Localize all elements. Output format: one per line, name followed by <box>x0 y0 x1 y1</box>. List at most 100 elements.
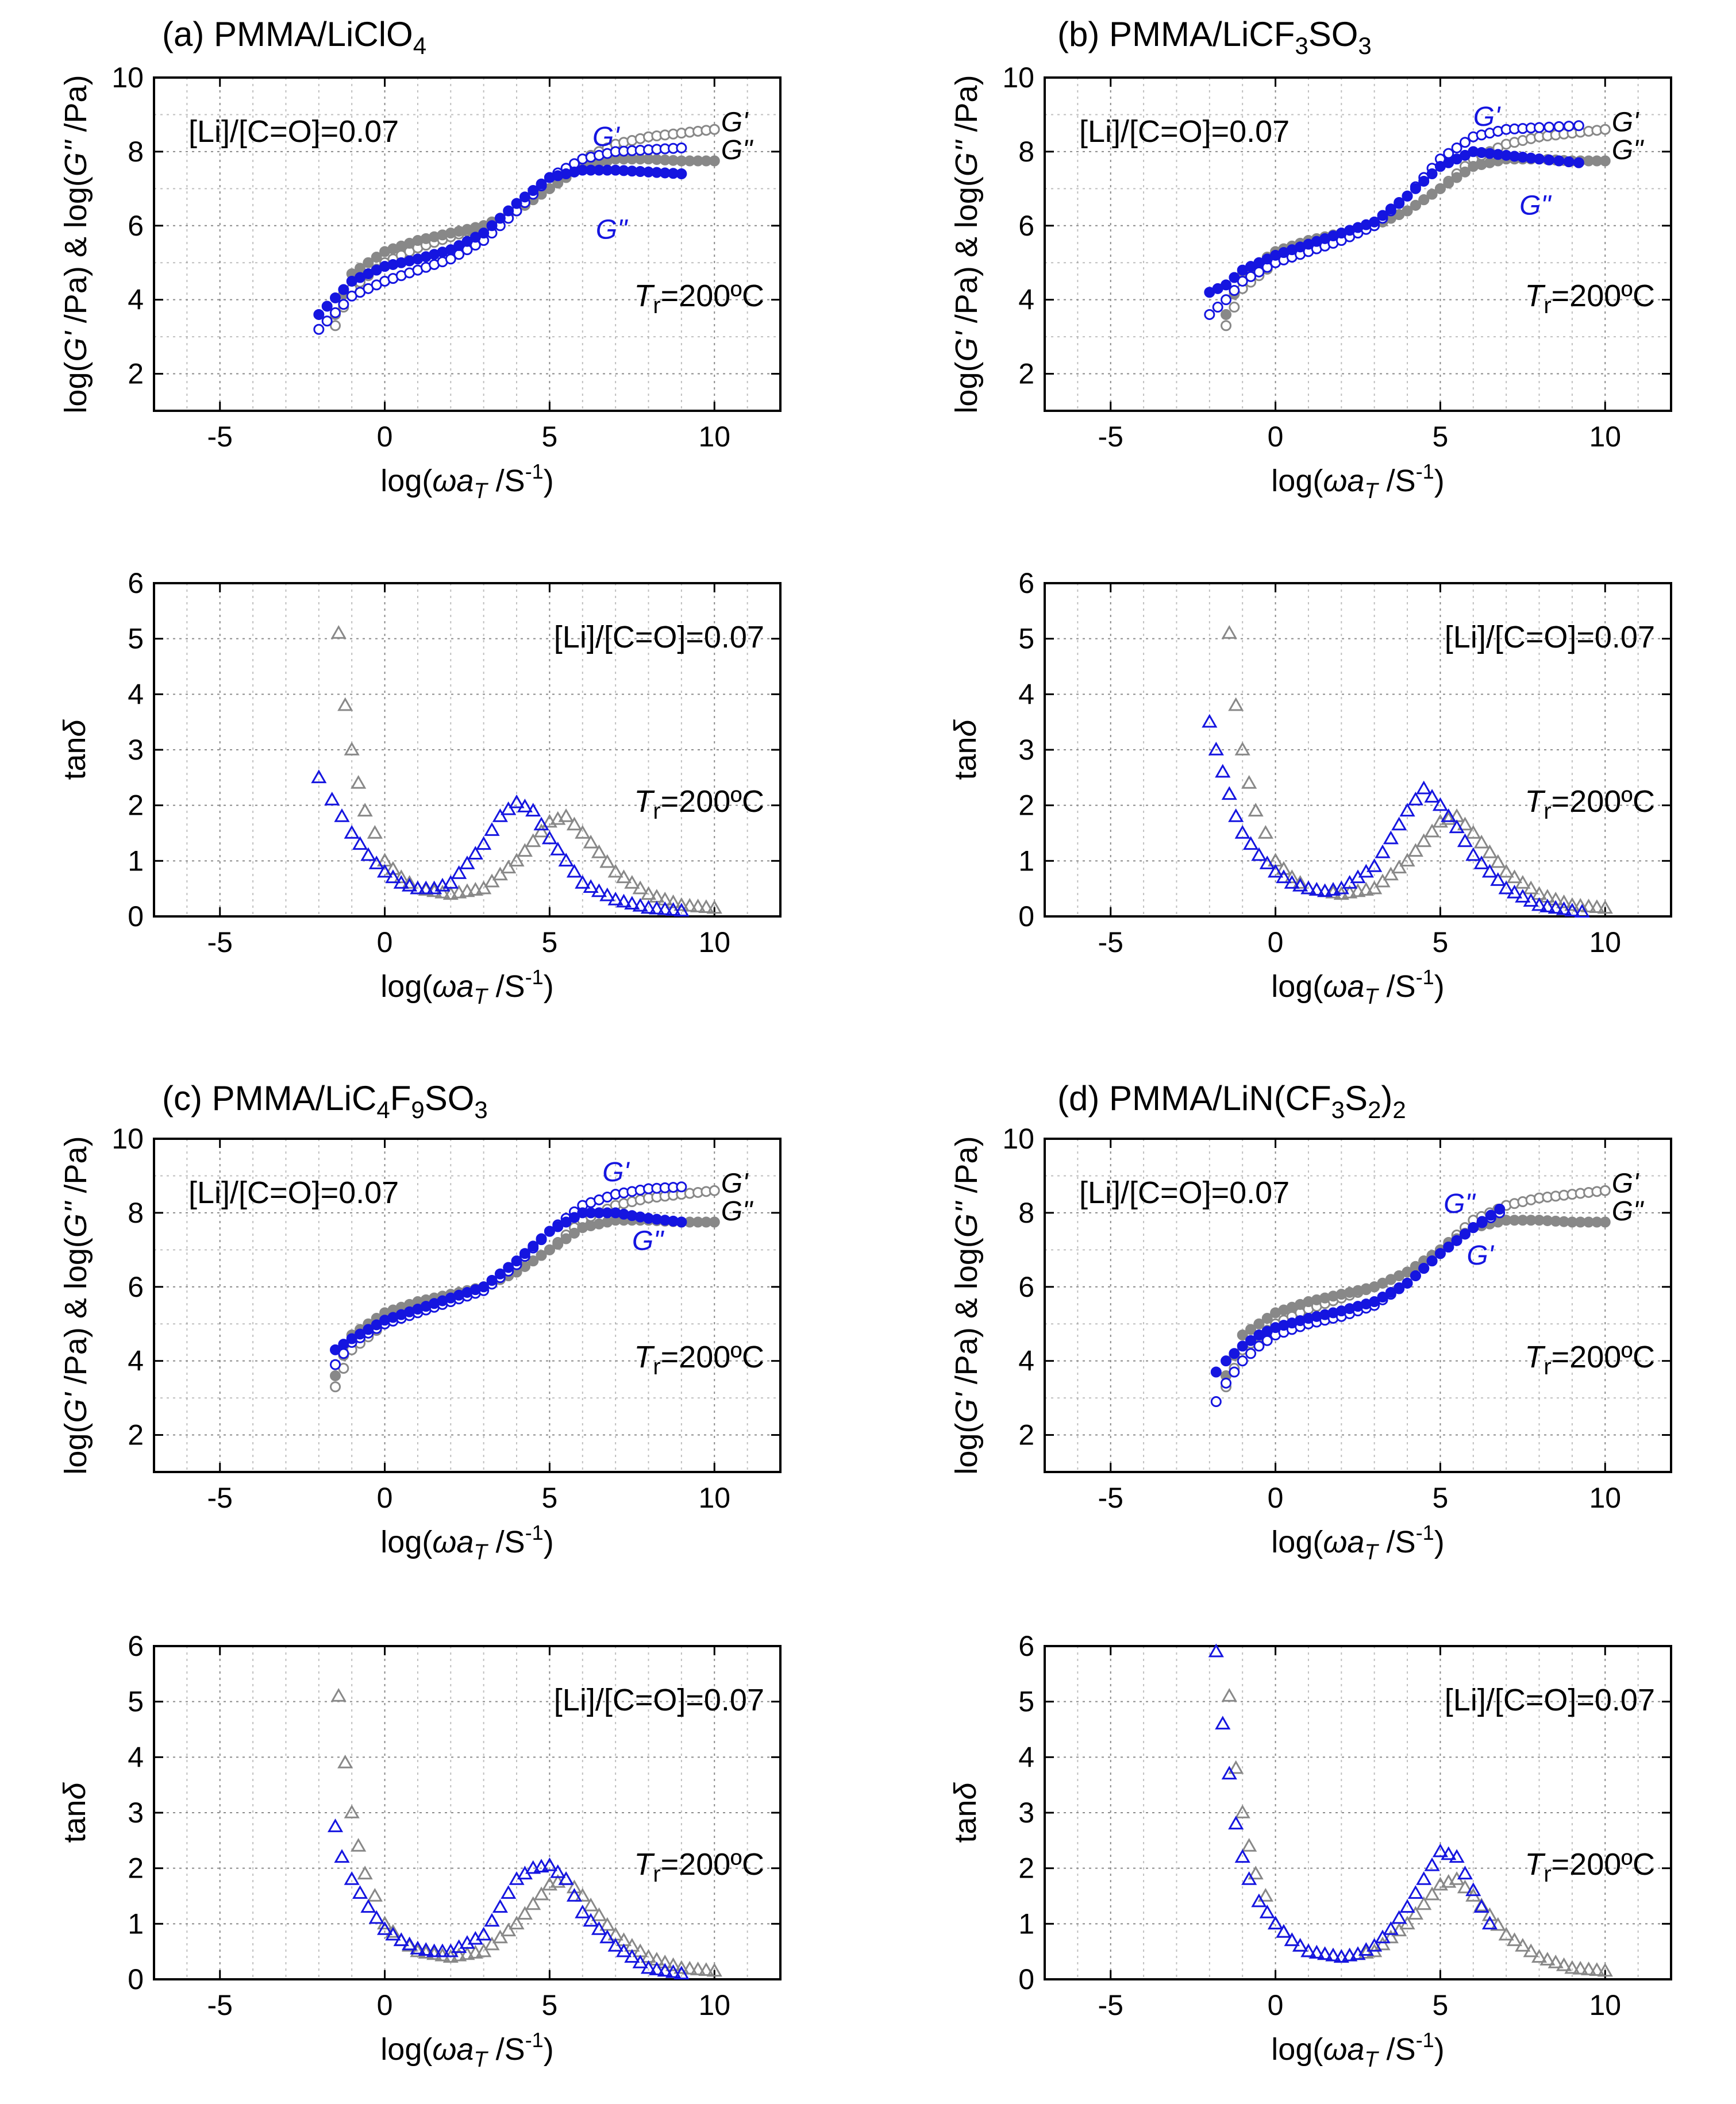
curve-label: G" <box>1612 1196 1644 1227</box>
data-point <box>1251 1893 1267 1908</box>
data-point <box>1221 294 1232 306</box>
data-point <box>1241 774 1257 789</box>
y-tick-label: 10 <box>111 1123 144 1155</box>
data-point <box>1441 808 1457 822</box>
data-point <box>492 1929 508 1944</box>
x-axis-label: log(ωaT /S-1) <box>1271 1521 1444 1564</box>
x-axis-label: log(ωaT /S-1) <box>380 460 553 503</box>
data-point <box>434 1943 451 1957</box>
curve-label: G' <box>592 122 620 152</box>
x-tick-label: 10 <box>698 926 730 958</box>
y-tick-label: 2 <box>1018 1419 1034 1451</box>
data-point <box>1221 1687 1237 1702</box>
data-point <box>1300 880 1317 895</box>
data-point <box>1234 824 1250 839</box>
data-point <box>1229 1366 1240 1378</box>
ratio-annotation: [Li]/[C=O]=0.07 <box>188 114 399 149</box>
data-point <box>1245 1335 1257 1346</box>
data-point <box>676 1216 687 1228</box>
y-tick-label: 1 <box>128 1908 144 1940</box>
data-point <box>327 1818 344 1832</box>
x-axis-label: log(ωaT /S-1) <box>380 1521 553 1564</box>
data-point <box>558 1871 574 1885</box>
data-point <box>1494 1203 1506 1215</box>
data-point <box>1221 309 1232 320</box>
data-point <box>665 894 682 908</box>
data-point <box>1221 320 1232 332</box>
data-point <box>1515 874 1531 889</box>
data-point <box>1284 874 1300 889</box>
y-tick-label: 1 <box>1018 1908 1034 1940</box>
series-tan- <box>1208 1643 1498 1963</box>
data-point <box>1416 780 1432 795</box>
data-point <box>376 1921 393 1935</box>
data-point <box>1208 741 1224 756</box>
y-tick-label: 8 <box>1018 1197 1034 1229</box>
data-point <box>1548 900 1564 914</box>
data-point <box>337 1754 353 1768</box>
x-tick-label: -5 <box>1098 1482 1123 1514</box>
data-point <box>1367 858 1383 872</box>
y-tick-label: 2 <box>128 789 144 822</box>
data-point <box>517 843 533 857</box>
data-point <box>330 625 347 639</box>
data-point <box>1485 1209 1496 1221</box>
data-point <box>1424 1857 1440 1871</box>
y-tick-label: 4 <box>128 678 144 710</box>
data-point <box>1276 869 1292 884</box>
data-point <box>517 1906 533 1920</box>
data-point <box>509 853 525 867</box>
data-point <box>583 1897 599 1912</box>
x-tick-label: 5 <box>542 1989 558 2021</box>
data-point <box>321 315 333 327</box>
data-point <box>1407 791 1423 806</box>
data-point <box>1259 1904 1275 1918</box>
data-point <box>1572 897 1588 912</box>
data-point <box>525 1896 541 1910</box>
data-point <box>1515 1937 1531 1952</box>
data-point <box>1234 741 1250 756</box>
data-point <box>492 808 508 822</box>
data-point <box>1434 1248 1446 1259</box>
data-point <box>1202 714 1218 728</box>
x-tick-label: 10 <box>1589 421 1621 453</box>
data-point <box>528 185 539 196</box>
x-axis-label: log(ωaT /S-1) <box>380 965 553 1009</box>
data-point <box>1473 1899 1489 1913</box>
data-point <box>511 1255 522 1267</box>
data-point <box>1292 877 1308 892</box>
data-point <box>640 1960 657 1974</box>
y-axis-label: log(G' /Pa) & log(G'' /Pa) <box>59 1136 93 1474</box>
data-point <box>1377 210 1388 221</box>
data-point <box>344 1804 360 1818</box>
data-point <box>624 896 640 910</box>
data-point <box>313 323 325 335</box>
curve-label: G" <box>721 135 753 165</box>
data-point <box>615 893 632 908</box>
data-point <box>1426 168 1438 180</box>
data-point <box>511 198 522 209</box>
data-point <box>1212 302 1223 313</box>
data-point <box>494 213 506 224</box>
x-tick-label: -5 <box>207 1482 233 1514</box>
data-point <box>566 1879 583 1894</box>
data-point <box>1543 154 1555 165</box>
x-tick-label: 0 <box>377 926 393 958</box>
data-point <box>501 1885 517 1899</box>
curve-label: G' <box>1612 107 1639 137</box>
data-point <box>583 1913 599 1927</box>
data-point <box>1424 823 1440 838</box>
panel-c-title: (c) PMMA/LiC4F9SO3 <box>162 1079 488 1123</box>
data-point <box>1599 124 1611 135</box>
data-point <box>1465 847 1481 861</box>
data-point <box>494 1268 506 1280</box>
data-point <box>1292 874 1308 889</box>
curve-label: G" <box>632 1226 664 1256</box>
data-point <box>568 1227 580 1239</box>
data-point <box>1449 1849 1465 1863</box>
data-point <box>1245 271 1257 282</box>
y-tick-label: 6 <box>1018 1271 1034 1303</box>
data-point <box>344 824 360 839</box>
data-point <box>453 240 465 251</box>
x-axis-label: log(ωaT /S-1) <box>1271 965 1444 1009</box>
